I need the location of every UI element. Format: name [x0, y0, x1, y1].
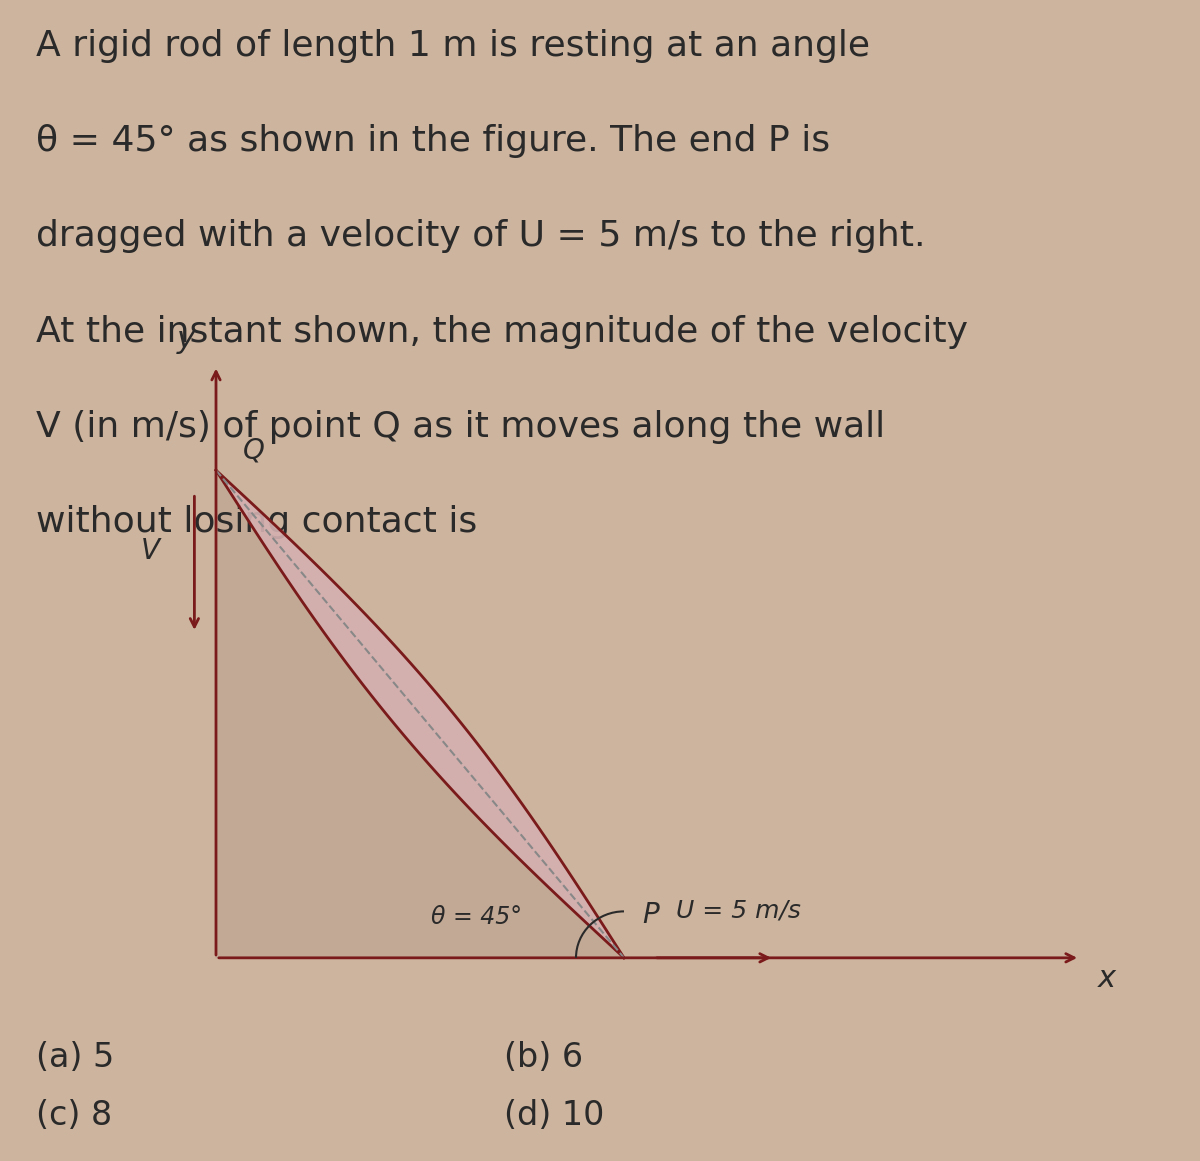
- Text: V: V: [140, 538, 160, 565]
- Text: θ = 45°: θ = 45°: [431, 904, 522, 929]
- Text: P: P: [642, 901, 659, 929]
- Text: (a) 5: (a) 5: [36, 1041, 114, 1074]
- Text: (d) 10: (d) 10: [504, 1099, 605, 1132]
- Text: Q: Q: [242, 437, 264, 464]
- Text: (b) 6: (b) 6: [504, 1041, 583, 1074]
- Polygon shape: [216, 470, 624, 958]
- Text: A rigid rod of length 1 m is resting at an angle: A rigid rod of length 1 m is resting at …: [36, 29, 870, 63]
- Text: θ = 45° as shown in the figure. The end P is: θ = 45° as shown in the figure. The end …: [36, 124, 830, 158]
- Text: without losing contact is: without losing contact is: [36, 505, 478, 539]
- Polygon shape: [216, 470, 624, 958]
- Text: V (in m/s) of point Q as it moves along the wall: V (in m/s) of point Q as it moves along …: [36, 410, 886, 444]
- Text: U = 5 m/s: U = 5 m/s: [676, 899, 800, 923]
- Text: At the instant shown, the magnitude of the velocity: At the instant shown, the magnitude of t…: [36, 315, 968, 348]
- Text: x: x: [1098, 965, 1116, 993]
- Text: dragged with a velocity of U = 5 m/s to the right.: dragged with a velocity of U = 5 m/s to …: [36, 219, 925, 253]
- Text: (c) 8: (c) 8: [36, 1099, 112, 1132]
- Text: y: y: [178, 325, 194, 354]
